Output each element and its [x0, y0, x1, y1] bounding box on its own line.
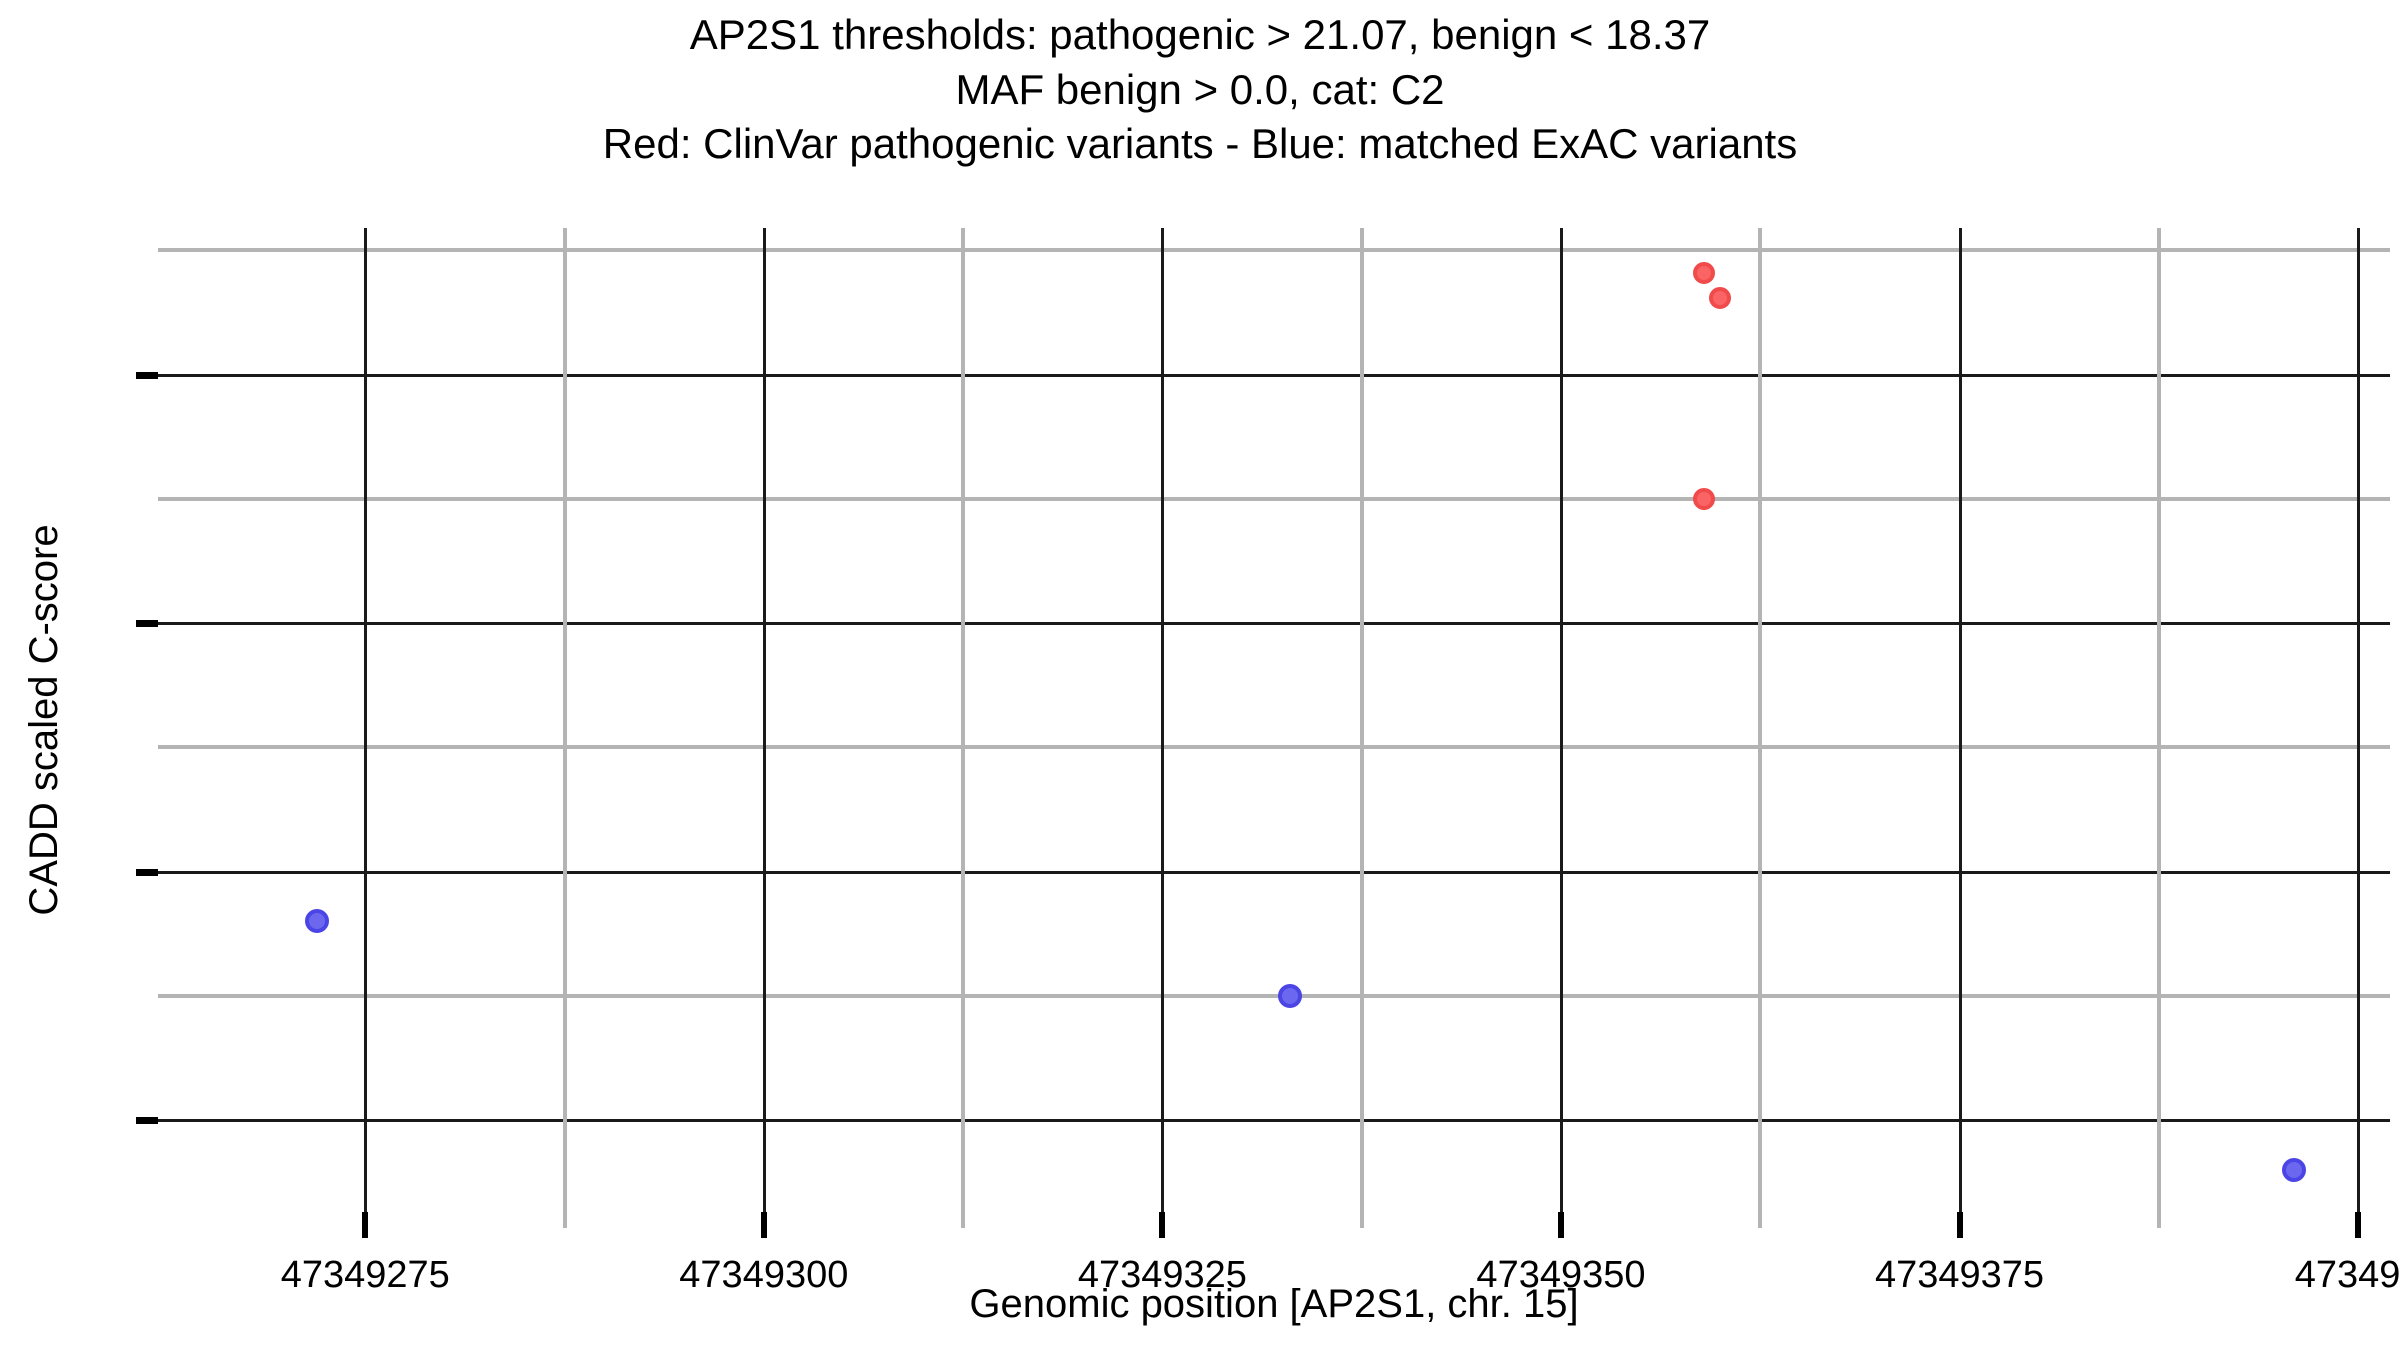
data-point-pathogenic [1693, 261, 1716, 284]
gridline-horizontal-major [158, 622, 2390, 626]
gridline-vertical-minor [1359, 228, 1364, 1212]
data-point-benign [305, 909, 330, 934]
x-axis-title: Genomic position [AP2S1, chr. 15] [969, 1282, 1579, 1326]
gridline-vertical-minor [961, 228, 966, 1212]
gridline-horizontal-major [158, 1119, 2390, 1123]
x-axis-tick-label: 47349375 [1874, 1254, 2045, 1296]
x-axis-tick-minor [562, 1212, 567, 1228]
data-point-benign [2282, 1157, 2307, 1182]
chart-title: AP2S1 thresholds: pathogenic > 21.07, be… [0, 8, 2400, 172]
y-axis-tick [136, 371, 158, 379]
x-axis-tick-label: 47349300 [679, 1254, 849, 1296]
y-axis-tick [136, 620, 158, 628]
gridline-vertical-minor [1758, 228, 1763, 1212]
x-axis-tick [362, 1212, 369, 1238]
x-axis-tick-minor [1758, 1212, 1763, 1228]
gridline-horizontal-minor [158, 745, 2390, 750]
chart-title-line-2: MAF benign > 0.0, cat: C2 [955, 65, 1445, 113]
x-axis-tick [1557, 1212, 1564, 1238]
y-axis-tick [136, 868, 158, 876]
gridline-horizontal-major [158, 373, 2390, 377]
plot-area: 2324252647349275473493004734932547349350… [136, 228, 2400, 1296]
gridline-vertical-major [1958, 228, 1962, 1212]
x-axis-tick [760, 1212, 767, 1238]
y-axis-title: CADD scaled C-score [22, 524, 66, 916]
gridline-horizontal-minor [158, 248, 2390, 253]
data-point-benign [1277, 983, 1302, 1008]
gridline-horizontal-minor [158, 496, 2390, 501]
x-axis-tick-minor [961, 1212, 966, 1228]
x-axis-tick [1956, 1212, 1963, 1238]
gridline-vertical-major [1161, 228, 1165, 1212]
gridline-vertical-major [2357, 228, 2361, 1212]
gridline-vertical-minor [2156, 228, 2161, 1212]
gridline-vertical-major [364, 228, 368, 1212]
chart-title-line-1: AP2S1 thresholds: pathogenic > 21.07, be… [689, 11, 1711, 58]
data-point-pathogenic [1693, 487, 1716, 510]
gridline-vertical-major [1559, 228, 1563, 1212]
gridline-horizontal-major [158, 870, 2390, 874]
chart-title-line-3: Red: ClinVar pathogenic variants - Blue:… [602, 120, 1798, 168]
y-axis-tick [136, 1117, 158, 1125]
x-axis-tick-minor [1359, 1212, 1364, 1228]
x-axis-tick [1159, 1212, 1166, 1238]
x-axis-tick-label: 47349325 [1077, 1254, 1247, 1296]
x-axis-tick-minor [2156, 1212, 2161, 1228]
x-axis-tick-label: 473494 [2294, 1254, 2400, 1296]
x-axis-tick-label: 47349275 [280, 1254, 450, 1296]
gridline-vertical-minor [562, 228, 567, 1212]
x-axis-tick-label: 47349350 [1476, 1254, 1646, 1296]
gridline-horizontal-minor [158, 993, 2390, 998]
data-point-pathogenic [1709, 286, 1732, 309]
x-axis-tick [2355, 1212, 2362, 1238]
gridline-vertical-major [762, 228, 766, 1212]
